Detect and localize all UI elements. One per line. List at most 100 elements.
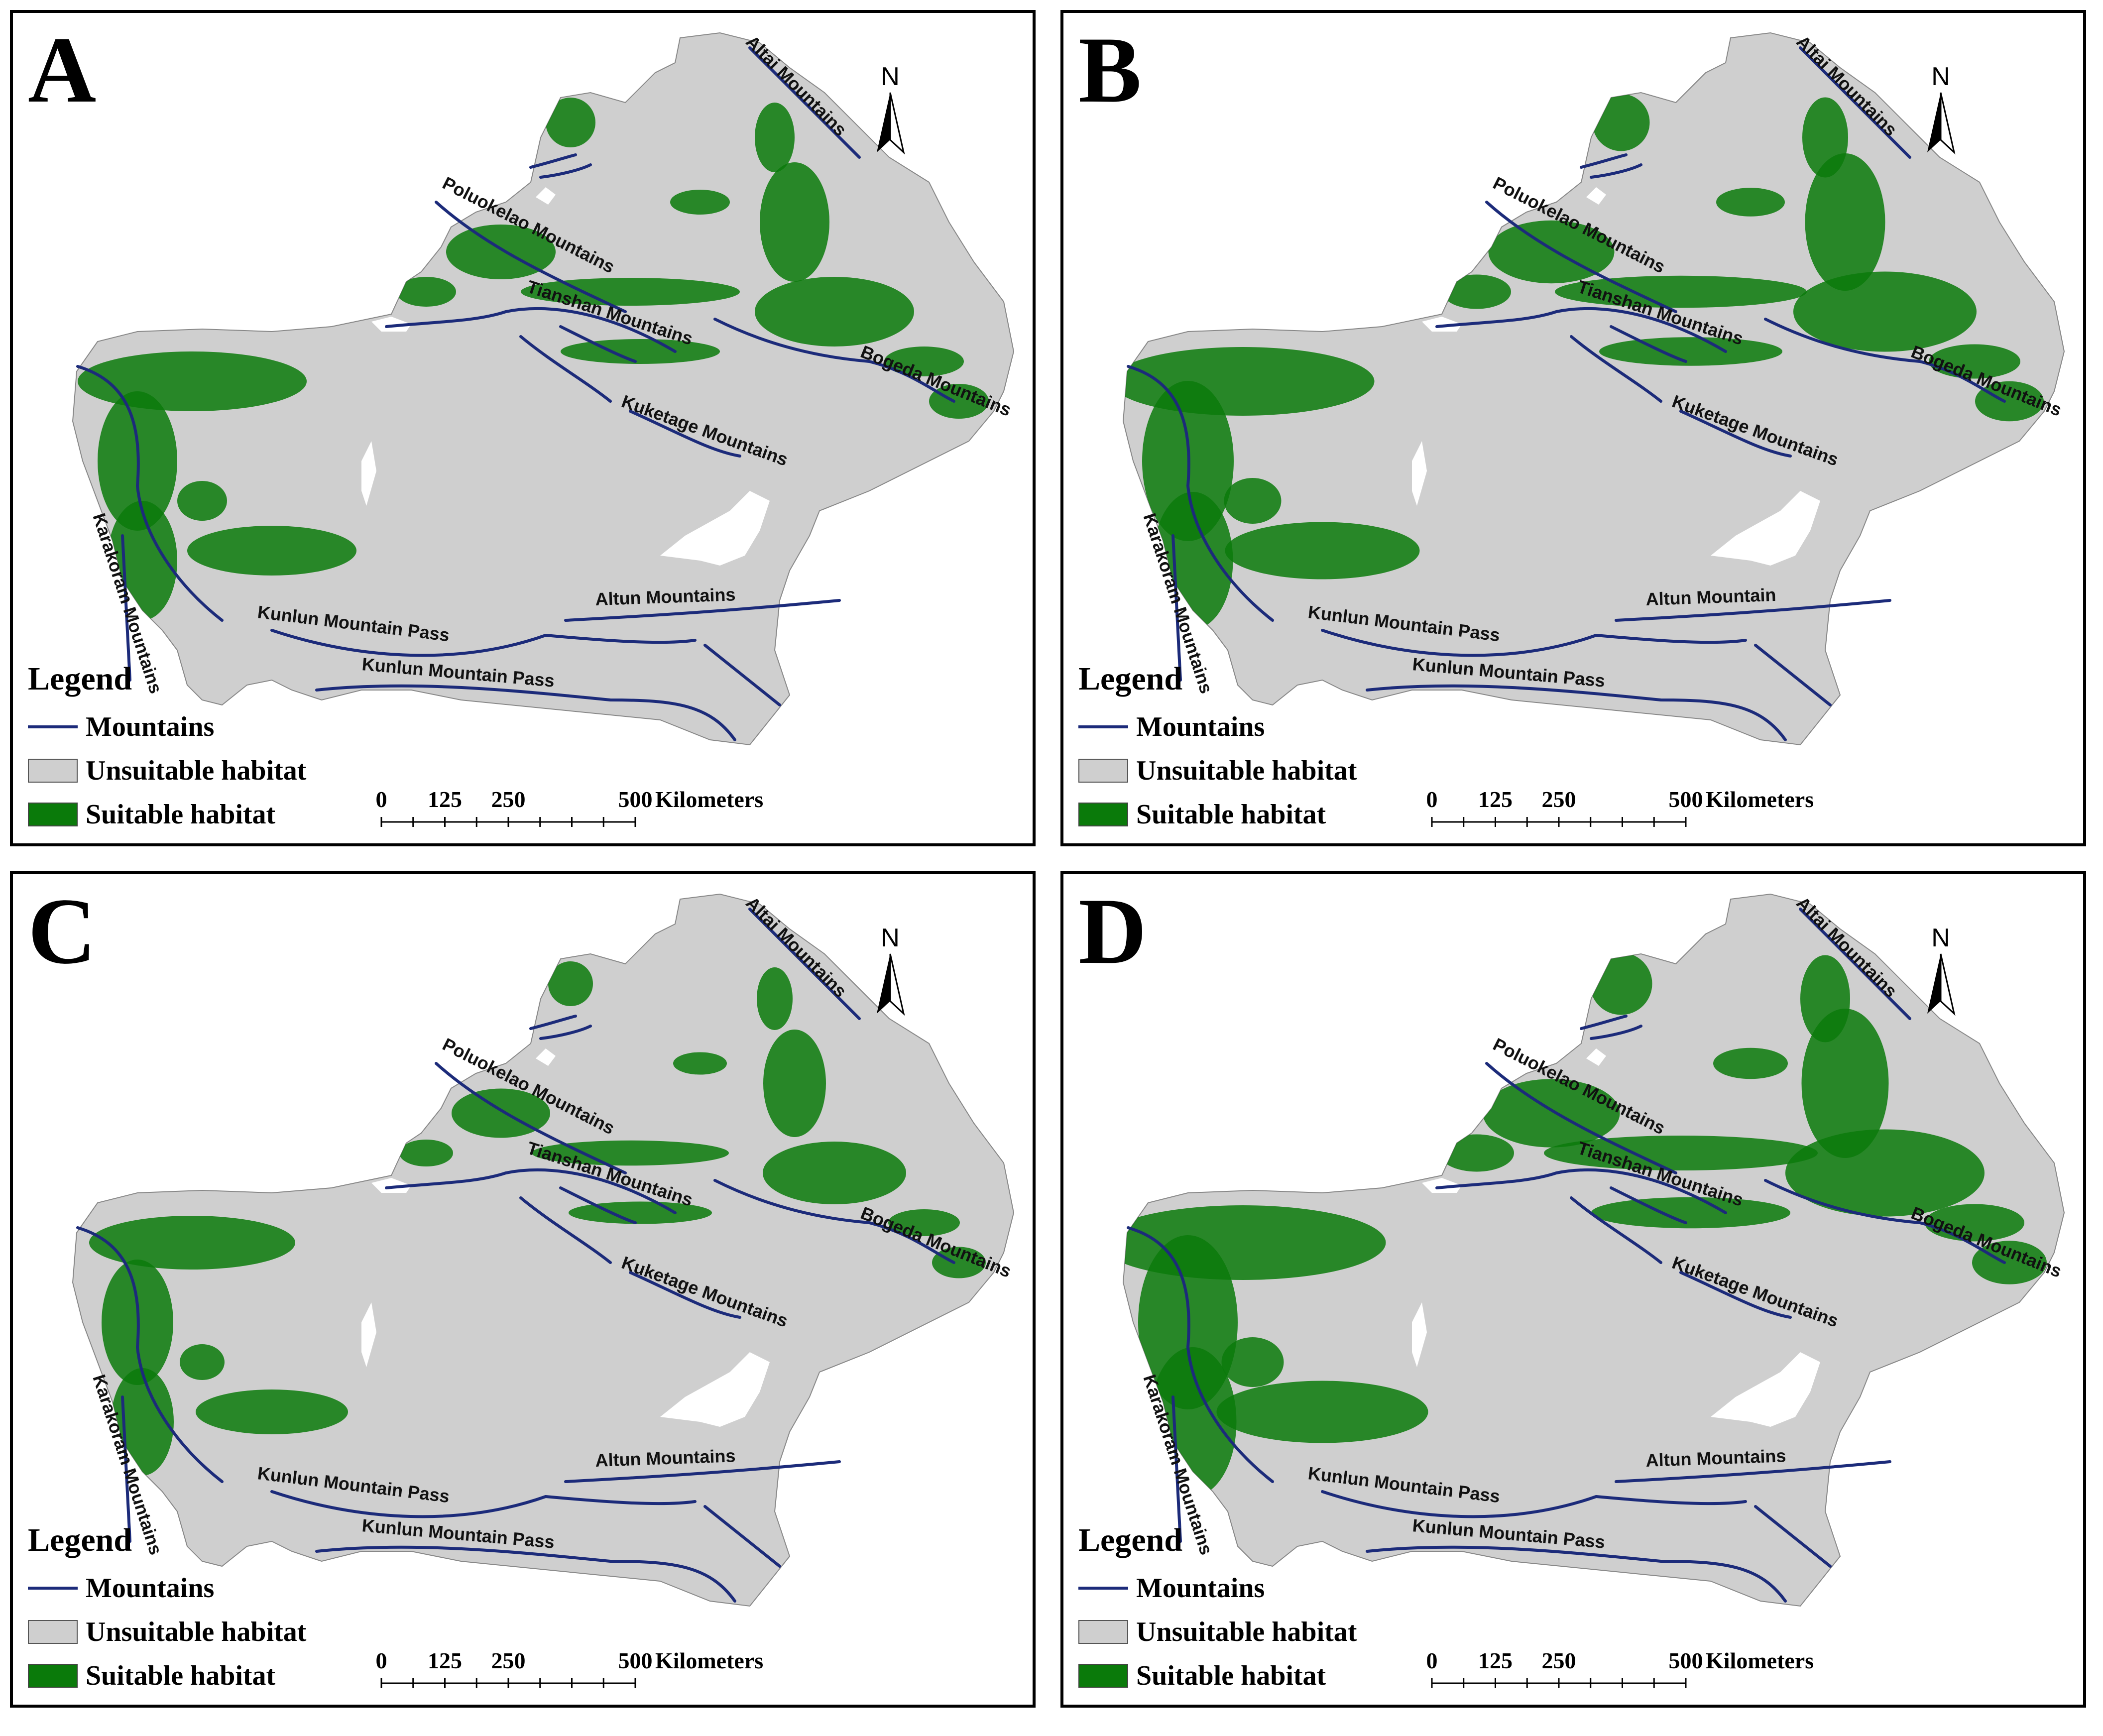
legend-item-suitable: Suitable habitat [28, 793, 306, 836]
mountain-line [703, 644, 781, 706]
scale-tick-t500: 500 [618, 787, 653, 812]
suitable-swatch [1078, 1664, 1128, 1688]
north-arrow-icon: N [877, 62, 905, 155]
scale-bar: 0 125 250 500 Kilometers [1426, 787, 1814, 827]
legend: Legend Mountains Unsuitable habitat Suitabl… [1078, 660, 1357, 836]
mountain-label-altun: Altun Mountain [1645, 584, 1776, 609]
scale-tick-t125: 125 [428, 787, 462, 812]
no-data-area [1422, 1178, 1462, 1193]
mountain-line [1366, 1545, 1787, 1603]
mountain-line [1679, 410, 1792, 458]
scale-unit: Kilometers [1706, 1648, 1814, 1673]
mountain-line [703, 1505, 781, 1568]
mountain-line [529, 1015, 577, 1030]
suitable-habitat-area [569, 1201, 712, 1224]
unsuitable-swatch [1078, 1620, 1128, 1644]
map-panel-a: Altai Mountains Poluokelao Mountains Tians… [10, 10, 1036, 846]
suitable-habitat-area [1123, 347, 1375, 416]
legend-item-unsuitable: Unsuitable habitat [1078, 749, 1357, 793]
legend-item-mountains: Mountains [1078, 1566, 1357, 1610]
mountain-line [1754, 644, 1832, 706]
suitable-habitat-area [399, 1140, 453, 1166]
north-label: N [1931, 62, 1950, 91]
legend-item-unsuitable: Unsuitable habitat [28, 749, 306, 793]
mountain-line [1570, 1196, 1662, 1264]
mountain-label-altun: Altun Mountains [595, 1445, 736, 1471]
scale-tick-t125: 125 [1478, 787, 1513, 812]
legend-label: Unsuitable habitat [86, 1617, 307, 1647]
no-data-area [371, 317, 411, 332]
north-arrow-icon: N [1927, 924, 1956, 1016]
mountain-line [270, 1490, 697, 1518]
suitable-habitat-area [1713, 1047, 1788, 1079]
mountain-line [519, 335, 612, 403]
mountain-line-swatch [1078, 1587, 1128, 1590]
no-data-area [1412, 1302, 1427, 1367]
legend-label: Mountains [1136, 1573, 1265, 1604]
suitable-habitat-area [78, 351, 307, 411]
suitable-habitat-area [1591, 1197, 1790, 1229]
mountain-line [1127, 365, 1274, 622]
mountain-line [713, 318, 955, 403]
legend-label: Unsuitable habitat [1136, 755, 1357, 786]
mountain-line [121, 534, 131, 682]
mountain-line [1590, 163, 1642, 179]
mountain-line [385, 307, 677, 353]
mountain-line [76, 365, 224, 622]
suitable-habitat-area [396, 277, 456, 307]
suitable-habitat-area [1590, 952, 1652, 1015]
legend-label: Mountains [86, 711, 215, 742]
scale-tick-t125: 125 [1478, 1648, 1513, 1673]
suitable-habitat-area [1221, 1337, 1284, 1387]
unsuitable-swatch [28, 1620, 78, 1644]
mountain-line-swatch [28, 725, 78, 728]
unsuitable-swatch [28, 759, 78, 783]
suitable-habitat-area [763, 1142, 906, 1204]
mountain-line [435, 201, 627, 313]
suitable-habitat-area [532, 1140, 729, 1166]
scale-tick-t500: 500 [1669, 1648, 1703, 1673]
north-label: N [1931, 924, 1950, 952]
suitable-habitat-area [763, 1030, 826, 1137]
legend-item-suitable: Suitable habitat [1078, 1654, 1357, 1698]
suitable-habitat-area [521, 278, 740, 306]
suitable-habitat-area [196, 1389, 348, 1434]
scale-unit: Kilometers [655, 787, 763, 812]
legend-item-mountains: Mountains [28, 705, 306, 749]
map-panel-c: Altai Mountains Poluokelao Mountains Tians… [10, 871, 1036, 1708]
legend-label: Suitable habitat [86, 799, 276, 830]
mountain-label-altun: Altun Mountains [595, 584, 736, 609]
scale-tick-t125: 125 [428, 1648, 462, 1673]
legend-title: Legend [1078, 661, 1183, 697]
mountain-line [629, 410, 741, 458]
mountain-line [1754, 1505, 1832, 1568]
north-label: N [881, 62, 900, 91]
mountain-line [713, 1179, 955, 1264]
no-data-area [536, 187, 556, 205]
mountain-line [1171, 1395, 1182, 1543]
legend-label: Suitable habitat [1136, 1660, 1326, 1691]
unsuitable-swatch [1078, 759, 1128, 783]
mountain-line [1435, 1168, 1727, 1214]
mountain-line-swatch [1078, 725, 1128, 728]
mountain-line [1590, 1025, 1642, 1040]
mountain-line [564, 599, 841, 622]
legend-label: Mountains [86, 1573, 215, 1604]
scale-tick-t0: 0 [376, 787, 387, 812]
panel-letter: D [1078, 879, 1147, 984]
mountain-line [1615, 1460, 1891, 1483]
mountain-line [315, 1545, 736, 1603]
no-data-area [1412, 441, 1427, 506]
suitable-habitat-area [1800, 955, 1850, 1042]
suitable-habitat-area [1716, 188, 1785, 217]
suitable-habitat-area [1442, 274, 1511, 309]
scale-tick-t0: 0 [1426, 1648, 1438, 1673]
suitable-habitat-area [180, 1344, 225, 1380]
scale-bar: 0 125 250 500 Kilometers [1426, 1648, 1814, 1688]
suitable-habitat-area [1592, 94, 1650, 151]
mountain-line [559, 1186, 637, 1224]
north-arrow-icon: N [877, 924, 905, 1016]
